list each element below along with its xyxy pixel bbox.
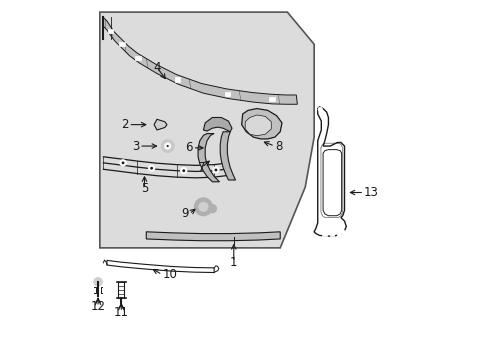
Circle shape <box>317 107 322 111</box>
Text: 11: 11 <box>114 306 128 319</box>
Circle shape <box>340 230 344 234</box>
Bar <box>322 231 326 236</box>
Bar <box>135 56 141 60</box>
Circle shape <box>212 167 219 173</box>
Circle shape <box>317 230 322 234</box>
Polygon shape <box>220 132 235 180</box>
Polygon shape <box>203 117 231 132</box>
Text: 12: 12 <box>90 300 105 313</box>
Text: 5: 5 <box>141 183 148 195</box>
Polygon shape <box>198 134 219 182</box>
Polygon shape <box>313 107 346 236</box>
Text: 6: 6 <box>185 141 192 154</box>
Circle shape <box>120 159 126 166</box>
Polygon shape <box>146 232 280 241</box>
Text: 9: 9 <box>181 207 189 220</box>
Polygon shape <box>154 119 166 130</box>
Polygon shape <box>107 260 214 273</box>
Polygon shape <box>323 150 341 216</box>
Bar <box>224 91 230 96</box>
Circle shape <box>182 169 185 172</box>
Bar <box>107 29 113 33</box>
Circle shape <box>161 140 174 153</box>
Circle shape <box>180 167 186 174</box>
Circle shape <box>207 204 216 213</box>
Polygon shape <box>100 12 313 248</box>
Text: 1: 1 <box>229 256 237 269</box>
Bar <box>329 231 333 236</box>
Text: 3: 3 <box>131 140 139 153</box>
Bar <box>336 231 340 236</box>
Circle shape <box>340 107 344 111</box>
Bar <box>119 41 124 46</box>
Text: 10: 10 <box>162 268 177 281</box>
Circle shape <box>198 202 207 211</box>
Bar <box>268 97 274 101</box>
Bar <box>174 77 180 82</box>
Text: 8: 8 <box>274 140 282 153</box>
Circle shape <box>164 143 171 149</box>
Circle shape <box>166 145 168 147</box>
Polygon shape <box>244 115 271 136</box>
Circle shape <box>122 161 124 164</box>
Circle shape <box>148 165 155 171</box>
Text: 4: 4 <box>153 61 161 74</box>
Text: 7: 7 <box>198 161 205 174</box>
Text: 13: 13 <box>364 186 378 199</box>
Polygon shape <box>241 109 282 139</box>
Circle shape <box>94 278 102 286</box>
Polygon shape <box>103 18 297 104</box>
Circle shape <box>150 167 153 170</box>
Text: 2: 2 <box>121 118 128 131</box>
Circle shape <box>214 168 217 171</box>
Circle shape <box>194 198 212 216</box>
